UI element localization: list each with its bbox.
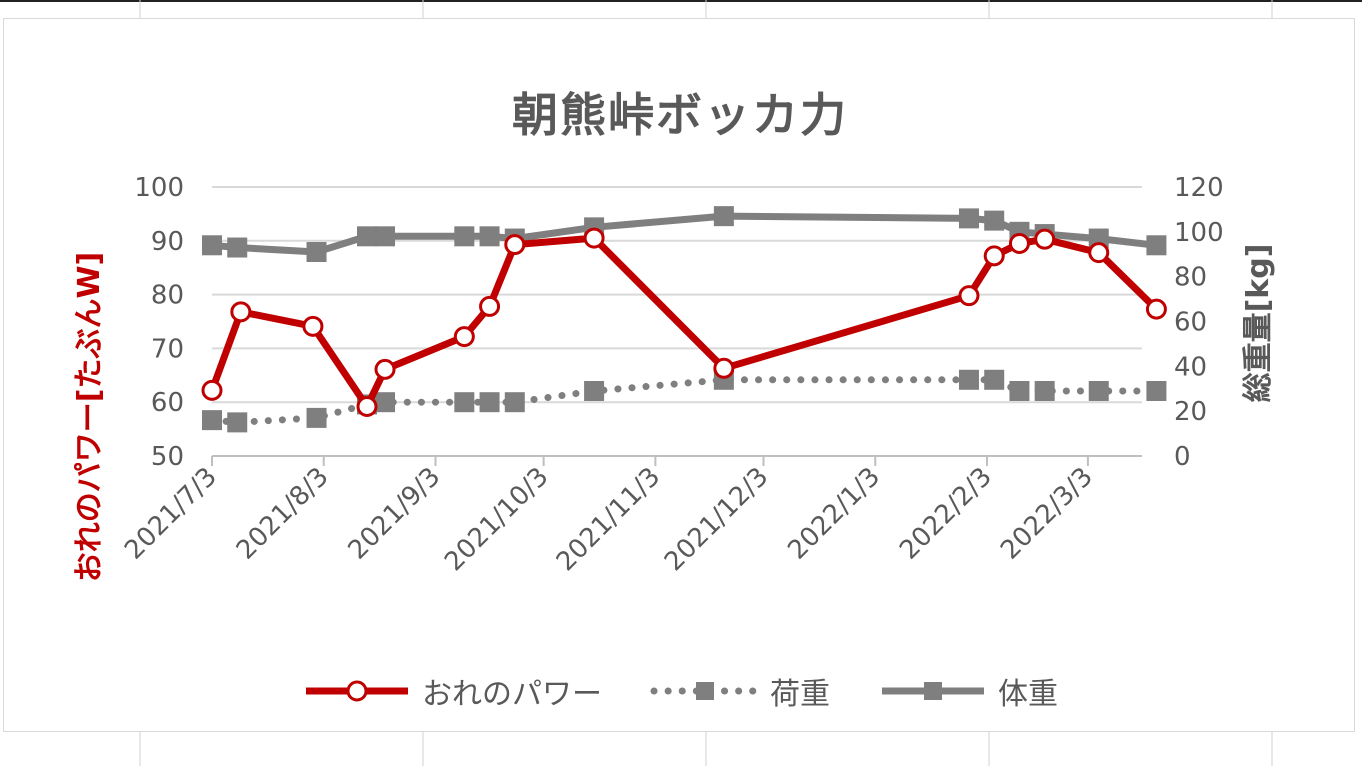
data-point	[230, 301, 252, 323]
data-point	[1146, 380, 1167, 401]
series-0	[201, 227, 1167, 418]
left-tick-label: 90	[151, 227, 184, 257]
right-tick-label: 20	[1174, 397, 1207, 427]
data-point	[454, 392, 475, 413]
data-point	[202, 410, 222, 431]
data-point	[583, 227, 605, 249]
series-1	[202, 369, 1167, 433]
right-tick-label: 120	[1174, 173, 1224, 203]
data-point	[375, 226, 396, 247]
data-point	[201, 379, 223, 401]
data-point	[1034, 380, 1055, 401]
legend-label-power: おれのパワー	[422, 677, 602, 712]
data-point	[306, 242, 327, 263]
data-point	[1145, 298, 1167, 320]
series-line	[208, 234, 1160, 410]
data-point	[504, 392, 525, 413]
legend-label-weight: 体重	[998, 677, 1058, 712]
x-tick-label: 2021/12/3	[659, 462, 774, 577]
data-point	[479, 226, 500, 247]
data-point	[1088, 380, 1109, 401]
legend-item-power: おれのパワー	[302, 669, 602, 713]
right-tick-label: 60	[1174, 308, 1207, 338]
left-tick-label: 70	[151, 334, 184, 364]
right-tick-label: 40	[1174, 352, 1207, 382]
data-point	[357, 226, 377, 247]
x-tick-label: 2021/10/3	[439, 462, 554, 577]
legend-item-weight: 体重	[878, 669, 1058, 713]
series-line	[208, 212, 1160, 256]
legend-swatch-power	[306, 680, 408, 702]
data-point	[202, 235, 222, 256]
data-point	[479, 295, 501, 317]
data-point	[958, 208, 979, 229]
data-point	[454, 226, 475, 247]
data-point	[983, 245, 1005, 267]
x-tick-label: 2021/7/3	[119, 462, 223, 566]
right-axis-ticks: 0 20 40 60 80 100 120	[1174, 173, 1224, 472]
x-tick-label: 2021/11/3	[551, 462, 666, 577]
data-point	[958, 285, 980, 307]
series-2	[202, 206, 1167, 263]
data-point	[1146, 235, 1167, 256]
data-point	[1088, 242, 1110, 264]
legend-swatch-weight	[882, 682, 984, 700]
data-point	[227, 412, 248, 433]
data-point	[1034, 228, 1056, 250]
data-point	[984, 369, 1005, 390]
data-point	[958, 369, 979, 390]
chart-title: 朝熊峠ボッカ力	[512, 88, 848, 142]
legend-swatch-load	[650, 682, 760, 700]
data-point	[984, 210, 1005, 231]
chart-area[interactable]: 朝熊峠ボッカ力 50 60 70 80 90 100 0 20 40 60 80 100 120 20…	[3, 18, 1355, 732]
left-axis-ticks: 50 60 70 80 90 100	[134, 173, 184, 472]
legend-label-load: 荷重	[770, 677, 830, 712]
x-tick-label: 2022/1/3	[782, 462, 886, 566]
data-point	[1009, 380, 1030, 401]
data-point	[504, 234, 526, 256]
data-point	[584, 380, 605, 401]
x-axis: 2021/7/3 2021/8/3 2021/9/32021/10/32021/11…	[119, 455, 1142, 577]
legend-item-load: 荷重	[650, 669, 830, 713]
data-point	[374, 358, 396, 380]
data-point	[356, 396, 378, 418]
x-tick-label: 2021/8/3	[231, 462, 335, 566]
data-point	[713, 206, 734, 227]
x-tick-label: 2021/9/3	[343, 462, 447, 566]
data-point	[1008, 232, 1030, 254]
data-point	[227, 237, 248, 258]
x-tick-label: 2022/2/3	[894, 462, 998, 566]
legend: おれのパワー 荷重 体重	[4, 669, 1356, 713]
data-point	[713, 357, 735, 379]
left-tick-label: 80	[151, 281, 184, 311]
data-point	[375, 392, 396, 413]
data-point	[453, 326, 475, 348]
right-tick-label: 100	[1174, 218, 1224, 248]
right-axis-title: 総重量[kg]	[1241, 244, 1276, 403]
data-point	[302, 315, 324, 337]
data-point	[306, 407, 327, 428]
right-tick-label: 80	[1174, 263, 1207, 293]
right-tick-label: 0	[1174, 442, 1191, 472]
left-tick-label: 60	[151, 388, 184, 418]
left-axis-title: おれのパワー[たぶんW]	[72, 252, 107, 583]
data-point	[479, 392, 500, 413]
left-tick-label: 100	[134, 173, 184, 203]
left-tick-label: 50	[151, 442, 184, 472]
x-tick-label: 2022/3/3	[995, 462, 1099, 566]
series-layer	[201, 206, 1167, 433]
